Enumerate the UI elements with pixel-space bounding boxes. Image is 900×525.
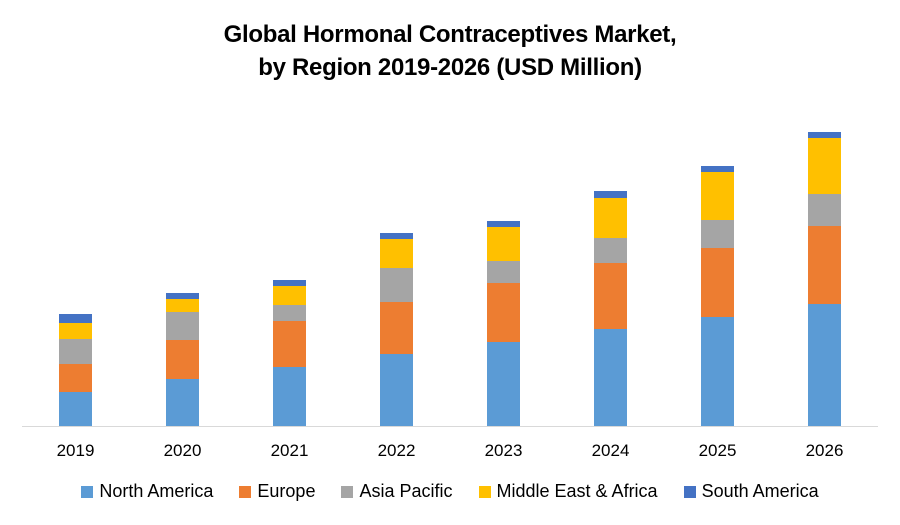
bar-asia-pacific-2026 <box>808 194 841 226</box>
bar-europe-2025 <box>701 248 734 317</box>
legend-swatch-north-america <box>81 485 94 498</box>
bar-asia-pacific-2025 <box>701 220 734 248</box>
legend-item-asia-pacific: Asia Pacific <box>341 481 453 502</box>
bar-middle-east-africa-2021 <box>273 286 306 305</box>
bar-europe-2019 <box>59 364 92 392</box>
bar-middle-east-africa-2024 <box>594 198 627 238</box>
bar-middle-east-africa-2022 <box>380 239 413 268</box>
bar-stack-2021 <box>273 280 306 426</box>
legend-swatch-europe <box>239 485 252 498</box>
bar-europe-2023 <box>487 283 520 342</box>
bar-europe-2026 <box>808 226 841 304</box>
legend-label-south-america: South America <box>701 481 819 501</box>
legend-swatch-asia-pacific <box>341 485 354 498</box>
bar-north-america-2021 <box>273 367 306 426</box>
bar-middle-east-africa-2023 <box>487 227 520 261</box>
bar-north-america-2019 <box>59 392 92 426</box>
bar-south-america-2025 <box>701 166 734 172</box>
bar-europe-2020 <box>166 340 199 379</box>
legend-swatch-middle-east-africa <box>478 485 491 498</box>
bar-middle-east-africa-2025 <box>701 172 734 220</box>
bar-north-america-2023 <box>487 342 520 426</box>
chart-legend: North America Europe Asia Pacific Middle Ea… <box>0 481 900 502</box>
bar-middle-east-africa-2019 <box>59 323 92 339</box>
legend-item-europe: Europe <box>239 481 315 502</box>
bar-europe-2021 <box>273 321 306 367</box>
x-tick-label-2022: 2022 <box>378 441 416 460</box>
bar-stack-2023 <box>487 221 520 426</box>
bar-south-america-2024 <box>594 191 627 198</box>
chart-title: Global Hormonal Contraceptives Market, b… <box>0 18 900 84</box>
bar-north-america-2026 <box>808 304 841 426</box>
x-tick-label-2026: 2026 <box>806 441 844 460</box>
chart-title-line-1: Global Hormonal Contraceptives Market, <box>223 21 677 48</box>
bar-asia-pacific-2021 <box>273 305 306 321</box>
bar-asia-pacific-2022 <box>380 268 413 302</box>
x-tick-labels: 2019 2020 2021 2022 2023 2024 2025 2026 <box>57 441 844 460</box>
bar-stack-2020 <box>166 293 199 426</box>
bar-south-america-2023 <box>487 221 520 227</box>
bar-north-america-2020 <box>166 379 199 426</box>
x-tick-label-2025: 2025 <box>699 441 737 460</box>
bar-south-america-2020 <box>166 293 199 299</box>
legend-item-south-america: South America <box>683 481 819 502</box>
x-tick-label-2023: 2023 <box>485 441 523 460</box>
legend-label-north-america: North America <box>99 481 214 501</box>
x-tick-label-2024: 2024 <box>592 441 630 460</box>
legend-label-europe: Europe <box>257 481 316 501</box>
bar-north-america-2022 <box>380 354 413 426</box>
bar-south-america-2022 <box>380 233 413 239</box>
bar-stack-2024 <box>594 191 627 426</box>
legend-item-north-america: North America <box>81 481 213 502</box>
bar-europe-2022 <box>380 302 413 354</box>
x-tick-label-2021: 2021 <box>271 441 309 460</box>
bar-middle-east-africa-2026 <box>808 138 841 194</box>
bar-south-america-2026 <box>808 132 841 138</box>
legend-label-asia-pacific: Asia Pacific <box>359 481 453 501</box>
bar-stack-2019 <box>59 314 92 426</box>
bar-south-america-2019 <box>59 314 92 323</box>
bar-asia-pacific-2023 <box>487 261 520 283</box>
bar-stack-2026 <box>808 132 841 426</box>
bar-europe-2024 <box>594 263 627 329</box>
bar-asia-pacific-2024 <box>594 238 627 263</box>
x-tick-label-2020: 2020 <box>164 441 202 460</box>
bar-asia-pacific-2019 <box>59 339 92 364</box>
chart-title-line-2: by Region 2019-2026 (USD Million) <box>258 54 642 81</box>
bars-group <box>59 132 841 426</box>
legend-label-middle-east-africa: Middle East & Africa <box>496 481 658 501</box>
legend-item-middle-east-africa: Middle East & Africa <box>478 481 658 502</box>
x-tick-label-2019: 2019 <box>57 441 95 460</box>
bar-asia-pacific-2020 <box>166 312 199 340</box>
legend-swatch-south-america <box>683 485 696 498</box>
bar-north-america-2025 <box>701 317 734 426</box>
bar-south-america-2021 <box>273 280 306 286</box>
bar-stack-2025 <box>701 166 734 426</box>
bar-north-america-2024 <box>594 329 627 426</box>
bar-stack-2022 <box>380 233 413 426</box>
bar-middle-east-africa-2020 <box>166 299 199 312</box>
